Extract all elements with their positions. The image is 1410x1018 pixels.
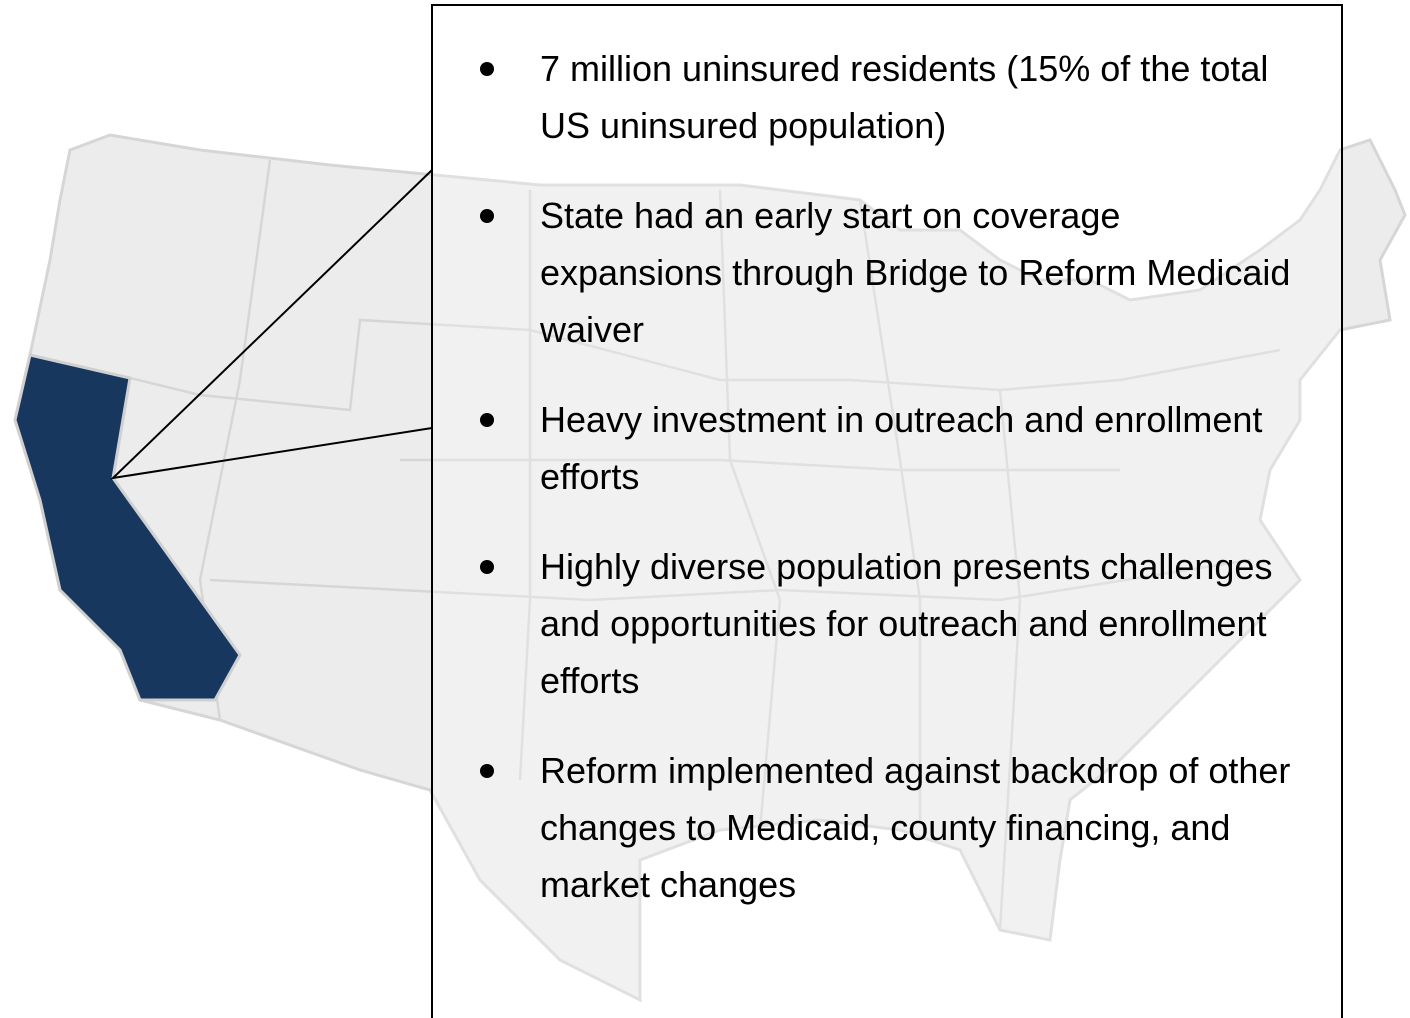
bullet: Reform implemented against backdrop of o…: [470, 742, 1300, 913]
us-map: [13, 133, 1407, 1003]
bullet: Heavy investment in outreach and enrollm…: [470, 391, 1300, 505]
callout-box: [431, 4, 1343, 1018]
bullet: State had an early start on coverage exp…: [470, 187, 1300, 358]
california: [13, 353, 242, 702]
bullet: Highly diverse population presents chall…: [470, 538, 1300, 709]
bullet: 7 million uninsured residents (15% of th…: [470, 40, 1300, 154]
callout-line: [110, 169, 433, 480]
bullet-list: 7 million uninsured residents (15% of th…: [470, 40, 1300, 946]
